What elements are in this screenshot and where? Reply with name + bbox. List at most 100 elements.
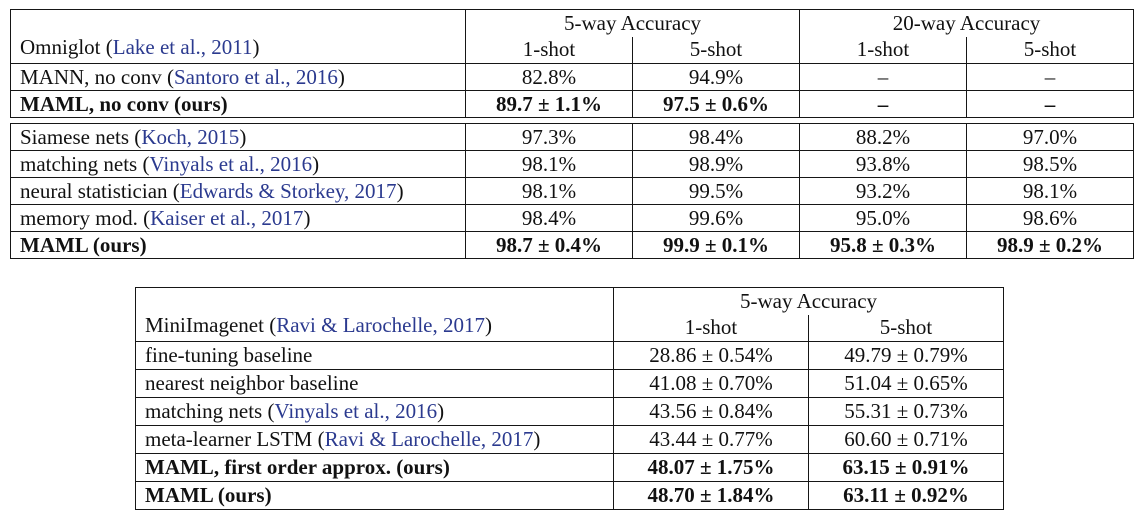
cell-value: 93.2%: [799, 177, 967, 205]
table-row: memory mod. (Kaiser et al., 2017) 98.4% …: [10, 204, 1134, 232]
row-label-text: matching nets (: [145, 399, 275, 423]
cell-value: 93.8%: [799, 150, 967, 178]
sub-header-row: 1-shot 5-shot 1-shot 5-shot: [11, 36, 1134, 64]
table-row-maml: MAML (ours) 48.70 ± 1.84% 63.11 ± 0.92%: [135, 481, 1004, 510]
row-label: MAML (ours): [145, 483, 272, 507]
table-title-cell: Omniglot (Lake et al., 2011): [11, 10, 466, 64]
row-label: matching nets (Vinyals et al., 2016): [11, 151, 466, 178]
citation-link[interactable]: Edwards & Storkey, 2017: [179, 178, 397, 203]
cell-value: 48.70 ± 1.84%: [613, 481, 809, 510]
row-label-text: matching nets (: [20, 151, 150, 176]
miniimagenet-table: MiniImagenet (Ravi & Larochelle, 2017) 5…: [135, 287, 1005, 510]
cell-value: –: [966, 90, 1134, 118]
cell-value: 41.08 ± 0.70%: [613, 369, 809, 398]
citation-link[interactable]: Ravi & Larochelle, 2017: [276, 313, 485, 337]
cell-value: 89.7 ± 1.1%: [465, 90, 633, 118]
row-label: MANN, no conv (Santoro et al., 2016): [11, 64, 466, 91]
sub-header-row: 1-shot 5-shot: [136, 314, 1004, 342]
table-title-text: Omniglot (: [20, 35, 113, 59]
cell-value: 82.8%: [465, 63, 633, 91]
table-row: matching nets (Vinyals et al., 2016) 98.…: [10, 150, 1134, 178]
column-header: 1-shot: [465, 36, 633, 64]
cell-value: 98.4%: [632, 123, 800, 151]
table-row-maml: MAML, first order approx. (ours) 48.07 ±…: [135, 453, 1004, 482]
cell-value: 97.5 ± 0.6%: [631, 90, 800, 118]
column-header: 5-shot: [966, 36, 1134, 64]
row-label: meta-learner LSTM (Ravi & Larochelle, 20…: [136, 426, 614, 454]
cell-value: 97.0%: [966, 123, 1134, 151]
cell-value: 28.86 ± 0.54%: [613, 341, 809, 370]
citation-link[interactable]: Ravi & Larochelle, 2017: [324, 427, 534, 451]
cell-value: 43.44 ± 0.77%: [613, 425, 809, 454]
cell-value: 88.2%: [799, 123, 967, 151]
row-label-suffix: ): [312, 151, 320, 176]
omniglot-table-lower-section: Siamese nets (Koch, 2015) 97.3% 98.4% 88…: [10, 123, 1134, 259]
cell-value: 98.1%: [465, 150, 633, 178]
citation-link[interactable]: Kaiser et al., 2017: [150, 205, 304, 230]
omniglot-table-upper-section: Omniglot (Lake et al., 2011) 5-way Accur…: [10, 9, 1135, 118]
cell-value: 98.9 ± 0.2%: [966, 231, 1134, 259]
cell-value: 95.8 ± 0.3%: [799, 231, 967, 259]
row-label: Siamese nets (Koch, 2015): [11, 124, 466, 151]
row-label-suffix: ): [239, 124, 247, 149]
table-row: Siamese nets (Koch, 2015) 97.3% 98.4% 88…: [10, 123, 1134, 151]
table-row-maml: MAML, no conv (ours) 89.7 ± 1.1% 97.5 ± …: [10, 90, 1134, 118]
cell-value: 98.6%: [966, 204, 1134, 232]
table-title-text: MiniImagenet (: [145, 313, 277, 337]
table-row-maml: MAML (ours) 98.7 ± 0.4% 99.9 ± 0.1% 95.8…: [10, 231, 1134, 259]
cell-value: 95.0%: [799, 204, 967, 232]
group-header-row: Omniglot (Lake et al., 2011) 5-way Accur…: [11, 9, 1134, 59]
row-label: MAML (ours): [20, 232, 147, 257]
row-label-text: MANN, no conv (: [20, 64, 174, 89]
citation-link[interactable]: Lake et al., 2011: [112, 35, 253, 59]
table-row: MANN, no conv (Santoro et al., 2016) 82.…: [10, 63, 1134, 91]
miniimagenet-results-table: MiniImagenet (Ravi & Larochelle, 2017) 5…: [135, 287, 1005, 510]
table-row: fine-tuning baseline 28.86 ± 0.54% 49.79…: [135, 341, 1004, 370]
cell-value: 99.9 ± 0.1%: [632, 231, 800, 259]
cell-value: 98.4%: [465, 204, 633, 232]
cell-value: 98.1%: [465, 177, 633, 205]
group-header-row: MiniImagenet (Ravi & Larochelle, 2017) 5…: [136, 287, 1004, 337]
cell-value: 99.6%: [632, 204, 800, 232]
table-row: nearest neighbor baseline 41.08 ± 0.70% …: [135, 369, 1004, 398]
table-title-suffix: ): [252, 35, 260, 59]
cell-value: 63.15 ± 0.91%: [807, 453, 1004, 482]
cell-value: 99.5%: [632, 177, 800, 205]
table-row: matching nets (Vinyals et al., 2016) 43.…: [135, 397, 1004, 426]
row-label: MAML, first order approx. (ours): [145, 455, 450, 479]
table-title-cell: MiniImagenet (Ravi & Larochelle, 2017): [136, 288, 614, 342]
citation-link[interactable]: Vinyals et al., 2016: [149, 151, 313, 176]
citation-link[interactable]: Vinyals et al., 2016: [274, 399, 438, 423]
citation-link[interactable]: Koch, 2015: [141, 124, 240, 149]
row-label: matching nets (Vinyals et al., 2016): [136, 398, 614, 426]
column-header: 1-shot: [799, 36, 967, 64]
column-group-header: 5-way Accuracy: [464, 9, 800, 37]
row-label-text: meta-learner LSTM (: [145, 427, 325, 451]
cell-value: 94.9%: [631, 63, 800, 91]
row-label-suffix: ): [437, 399, 445, 423]
row-label: MAML, no conv (ours): [20, 91, 228, 116]
column-group-header: 20-way Accuracy: [799, 9, 1134, 37]
row-label: neural statistician (Edwards & Storkey, …: [11, 178, 466, 205]
column-header: 5-shot: [807, 314, 1004, 342]
row-label-suffix: ): [396, 178, 404, 203]
cell-value: –: [966, 63, 1134, 91]
cell-value: 60.60 ± 0.71%: [807, 425, 1004, 454]
cell-value: 43.56 ± 0.84%: [613, 397, 809, 426]
cell-value: 97.3%: [465, 123, 633, 151]
column-header: 5-shot: [631, 36, 800, 64]
cell-value: 98.7 ± 0.4%: [465, 231, 633, 259]
row-label-suffix: ): [303, 205, 311, 230]
cell-value: 98.5%: [966, 150, 1134, 178]
cell-value: 49.79 ± 0.79%: [807, 341, 1004, 370]
row-label: nearest neighbor baseline: [145, 371, 359, 395]
omniglot-results-table: Omniglot (Lake et al., 2011) 5-way Accur…: [10, 9, 1135, 259]
table-row: neural statistician (Edwards & Storkey, …: [10, 177, 1134, 205]
citation-link[interactable]: Santoro et al., 2016: [173, 64, 338, 89]
row-label-suffix: ): [533, 427, 541, 451]
column-group-header: 5-way Accuracy: [612, 287, 1004, 315]
cell-value: 55.31 ± 0.73%: [807, 397, 1004, 426]
cell-value: –: [799, 63, 967, 91]
table-title-suffix: ): [485, 313, 492, 337]
row-label-suffix: ): [337, 64, 345, 89]
